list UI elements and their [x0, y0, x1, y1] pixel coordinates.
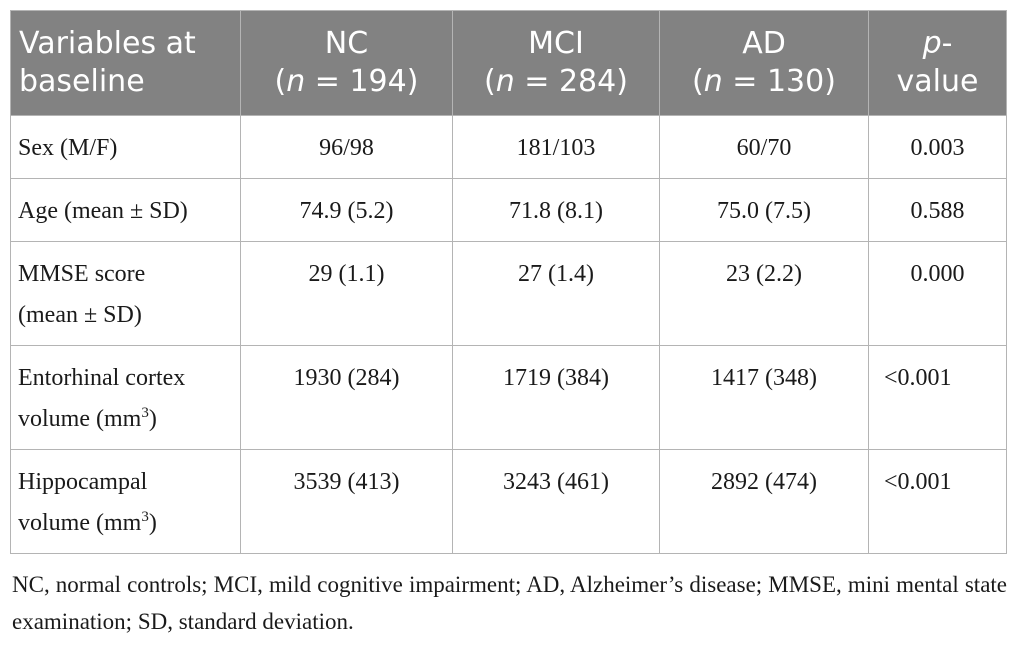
header-p-value: p-value: [868, 10, 1007, 116]
cell-mci: 27 (1.4): [452, 241, 660, 346]
table-row: Hippocampal volume (mm3) 3539 (413) 3243 …: [10, 449, 1007, 554]
table-row: MMSE score (mean ± SD) 29 (1.1) 27 (1.4) …: [10, 241, 1007, 346]
header-ad: AD (n = 130): [659, 10, 869, 116]
table-row: Entorhinal cortex volume (mm3) 1930 (284)…: [10, 345, 1007, 450]
table-footnote: NC, normal controls; MCI, mild cognitive…: [12, 572, 1007, 634]
cell-mci: 1719 (384): [452, 345, 660, 450]
row-variable: Age (mean ± SD): [10, 178, 241, 242]
cell-p-value: 0.000: [868, 241, 1007, 346]
cell-p-value: <0.001: [868, 449, 1007, 554]
row-variable: Hippocampal volume (mm3): [10, 449, 241, 554]
header-nc: NC (n = 194): [240, 10, 453, 116]
cell-nc: 96/98: [240, 115, 453, 179]
header-variables: Variables at baseline: [10, 10, 241, 116]
cell-ad: 75.0 (7.5): [659, 178, 869, 242]
table-header-row: Variables at baseline NC (n = 194) MCI (n =…: [10, 10, 1007, 116]
cell-ad: 2892 (474): [659, 449, 869, 554]
cell-p-value: <0.001: [868, 345, 1007, 450]
row-variable: Entorhinal cortex volume (mm3): [10, 345, 241, 450]
cell-p-value: 0.588: [868, 178, 1007, 242]
row-variable: MMSE score (mean ± SD): [10, 241, 241, 346]
header-mci: MCI (n = 284): [452, 10, 660, 116]
cell-mci: 181/103: [452, 115, 660, 179]
cell-nc: 3539 (413): [240, 449, 453, 554]
cell-p-value: 0.003: [868, 115, 1007, 179]
cell-ad: 23 (2.2): [659, 241, 869, 346]
table-row: Age (mean ± SD) 74.9 (5.2) 71.8 (8.1) 75…: [10, 178, 1007, 242]
baseline-characteristics-table: Variables at baseline NC (n = 194) MCI (n =…: [10, 10, 1007, 554]
cell-mci: 71.8 (8.1): [452, 178, 660, 242]
cell-nc: 74.9 (5.2): [240, 178, 453, 242]
cell-ad: 1417 (348): [659, 345, 869, 450]
table-row: Sex (M/F) 96/98 181/103 60/70 0.003: [10, 115, 1007, 179]
row-variable: Sex (M/F): [10, 115, 241, 179]
cell-nc: 29 (1.1): [240, 241, 453, 346]
cell-mci: 3243 (461): [452, 449, 660, 554]
cell-ad: 60/70: [659, 115, 869, 179]
cell-nc: 1930 (284): [240, 345, 453, 450]
